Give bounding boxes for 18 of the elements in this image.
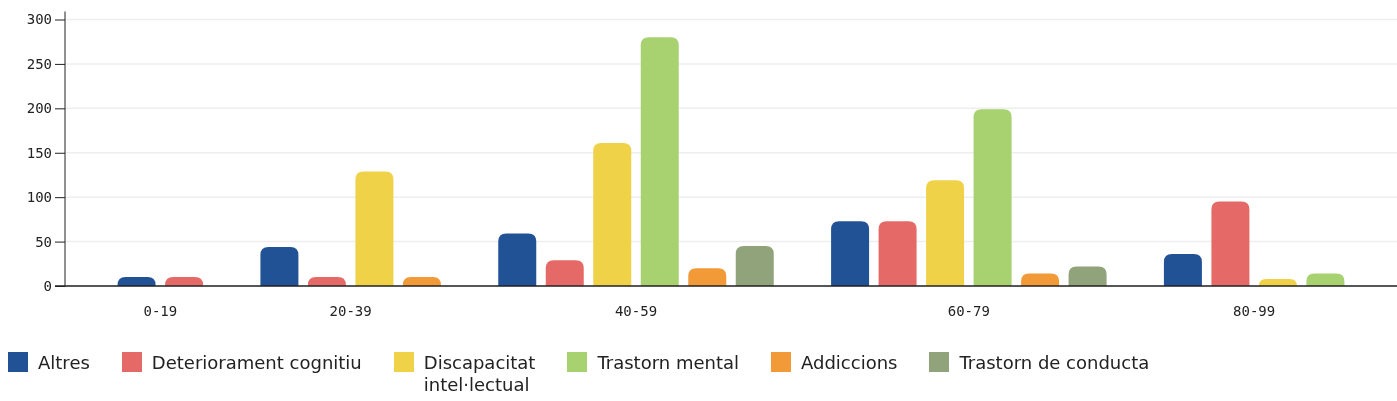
- y-tick-label: 300: [26, 11, 52, 28]
- legend-label: Addiccions: [801, 352, 898, 374]
- legend-label: Trastorn mental: [597, 352, 739, 374]
- legend-label: Discapacitat intel·lectual: [423, 352, 536, 395]
- legend-label: Trastorn de conducta: [959, 352, 1150, 374]
- y-tick-label: 200: [26, 100, 52, 117]
- y-tick-label: 100: [26, 189, 52, 206]
- y-tick-label: 50: [35, 233, 52, 250]
- x-tick-label: 40-59: [614, 303, 658, 319]
- x-tick-label: 60-79: [947, 303, 990, 319]
- y-tick-label: 150: [26, 144, 52, 161]
- y-tick-label: 0: [43, 277, 52, 294]
- x-tick-label: 20-39: [329, 303, 372, 319]
- x-tick-label: 80-99: [1233, 303, 1276, 319]
- legend-label: Altres: [38, 352, 90, 374]
- legend-label: Deteriorament cognitiu: [151, 352, 362, 374]
- y-tick-label: 250: [26, 55, 52, 72]
- x-tick-label: 0-19: [143, 303, 178, 319]
